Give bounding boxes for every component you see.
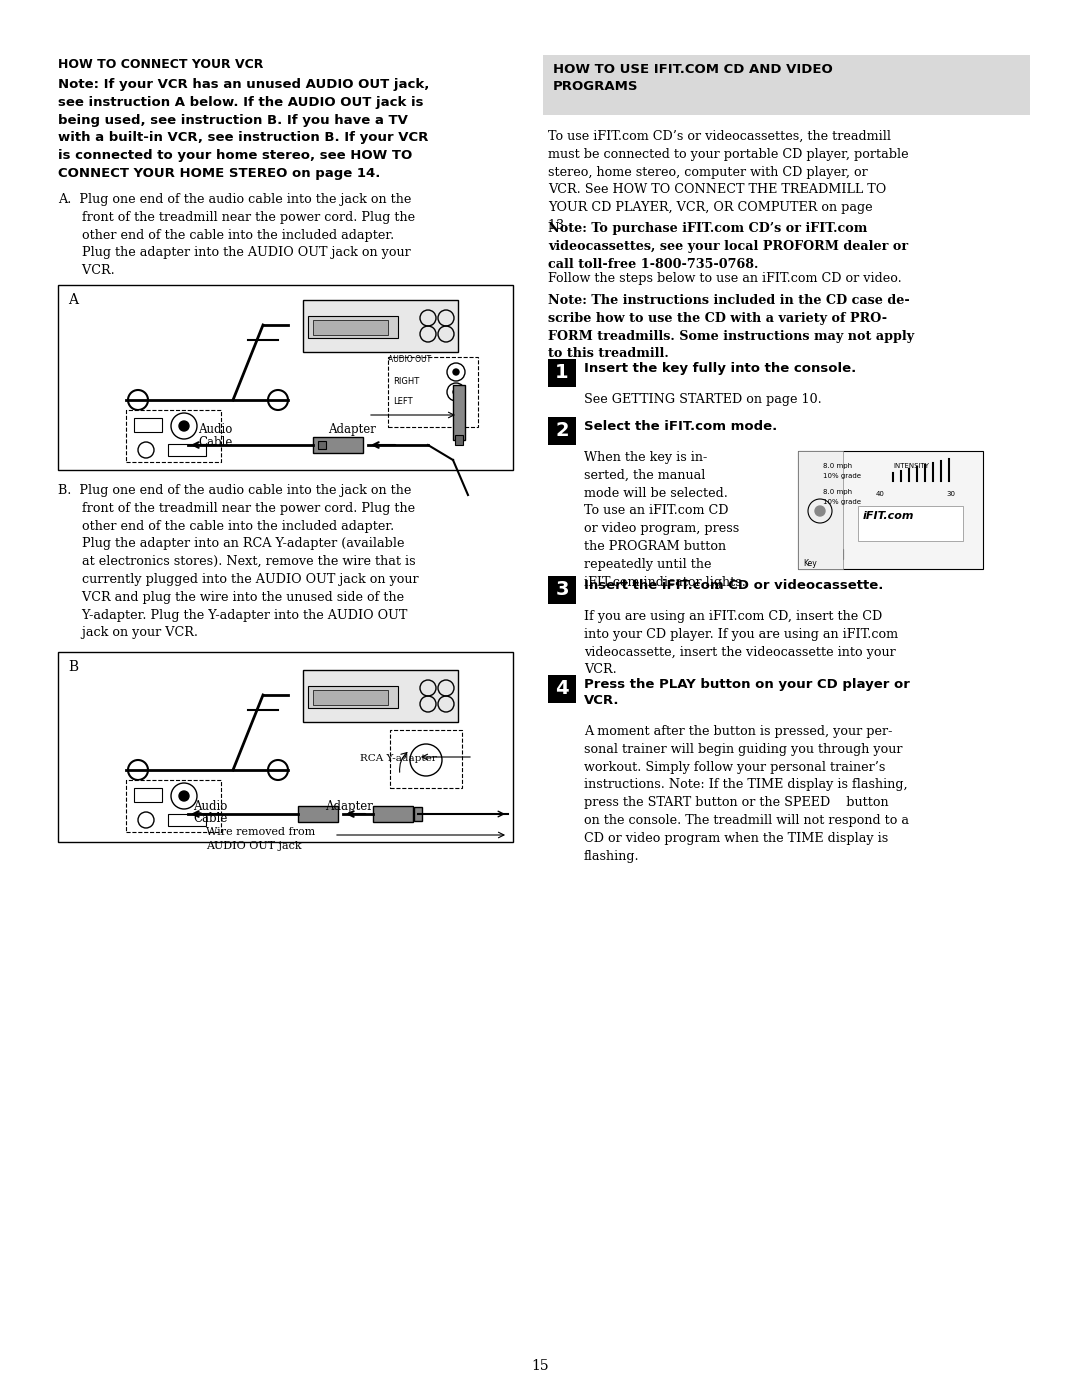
- Text: Audio: Audio: [193, 800, 228, 813]
- Text: Insert the key fully into the console.: Insert the key fully into the console.: [584, 362, 856, 374]
- Text: Follow the steps below to use an iFIT.com CD or video.: Follow the steps below to use an iFIT.co…: [548, 272, 902, 285]
- Bar: [414, 807, 422, 821]
- Text: A moment after the button is pressed, your per-
sonal trainer will begin guiding: A moment after the button is pressed, yo…: [584, 725, 909, 862]
- Text: See GETTING STARTED on page 10.: See GETTING STARTED on page 10.: [584, 393, 822, 407]
- Text: 40: 40: [876, 490, 885, 497]
- Text: 30: 30: [946, 490, 955, 497]
- Bar: [303, 671, 458, 722]
- Circle shape: [453, 369, 459, 374]
- Bar: [548, 416, 576, 446]
- Text: 8.0 mph: 8.0 mph: [823, 489, 852, 495]
- Text: RCA Y-adapter: RCA Y-adapter: [360, 754, 436, 763]
- Text: 10% grade: 10% grade: [823, 499, 861, 504]
- Text: When the key is in-
serted, the manual
mode will be selected.
To use an iFIT.com: When the key is in- serted, the manual m…: [584, 451, 746, 588]
- Text: Wire removed from: Wire removed from: [206, 827, 315, 837]
- Bar: [823, 549, 843, 559]
- Bar: [168, 444, 206, 455]
- Bar: [858, 506, 963, 541]
- Circle shape: [179, 420, 189, 432]
- Text: Audio: Audio: [198, 423, 232, 436]
- Bar: [548, 576, 576, 604]
- Bar: [308, 686, 399, 708]
- Bar: [298, 806, 338, 821]
- Bar: [798, 451, 843, 569]
- Text: If you are using an iFIT.com CD, insert the CD
into your CD player. If you are u: If you are using an iFIT.com CD, insert …: [584, 610, 899, 676]
- Bar: [548, 675, 576, 703]
- Text: Note: To purchase iFIT.com CD’s or iFIT.com
videocassettes, see your local PROFO: Note: To purchase iFIT.com CD’s or iFIT.…: [548, 222, 908, 271]
- Text: LEFT: LEFT: [393, 397, 413, 407]
- Text: 2: 2: [555, 420, 569, 440]
- Text: 4: 4: [555, 679, 569, 698]
- Text: A.  Plug one end of the audio cable into the jack on the
      front of the trea: A. Plug one end of the audio cable into …: [58, 193, 415, 277]
- Text: A: A: [68, 293, 78, 307]
- Bar: [543, 54, 1030, 115]
- Text: Select the iFIT.com mode.: Select the iFIT.com mode.: [584, 420, 778, 433]
- Bar: [134, 788, 162, 802]
- Text: To use iFIT.com CD’s or videocassettes, the treadmill
must be connected to your : To use iFIT.com CD’s or videocassettes, …: [548, 130, 908, 232]
- Text: AUDIO OUT jack: AUDIO OUT jack: [206, 841, 301, 851]
- Circle shape: [453, 388, 459, 395]
- Text: INTENSITY: INTENSITY: [893, 462, 929, 469]
- Text: Adapter: Adapter: [325, 800, 373, 813]
- Bar: [58, 652, 513, 842]
- Text: Note: If your VCR has an unused AUDIO OUT jack,
see instruction A below. If the : Note: If your VCR has an unused AUDIO OU…: [58, 78, 430, 180]
- Text: HOW TO CONNECT YOUR VCR: HOW TO CONNECT YOUR VCR: [58, 59, 264, 71]
- Bar: [798, 451, 983, 569]
- Text: Note: The instructions included in the CD case de-
scribe how to use the CD with: Note: The instructions included in the C…: [548, 293, 914, 360]
- Text: Cable: Cable: [193, 812, 228, 826]
- Text: HOW TO USE IFIT.COM CD AND VIDEO
PROGRAMS: HOW TO USE IFIT.COM CD AND VIDEO PROGRAM…: [553, 63, 833, 92]
- Text: iFIT.com: iFIT.com: [863, 511, 915, 521]
- Text: B.  Plug one end of the audio cable into the jack on the
      front of the trea: B. Plug one end of the audio cable into …: [58, 483, 419, 640]
- Bar: [318, 441, 326, 448]
- Bar: [313, 437, 363, 453]
- Text: Adapter: Adapter: [328, 423, 376, 436]
- Bar: [303, 300, 458, 352]
- Text: 10% grade: 10% grade: [823, 474, 861, 479]
- Bar: [373, 806, 413, 821]
- Bar: [168, 814, 206, 826]
- Circle shape: [179, 791, 189, 800]
- Text: RIGHT: RIGHT: [393, 377, 419, 386]
- Text: Cable: Cable: [198, 436, 232, 448]
- Text: Insert the iFIT.com CD or videocassette.: Insert the iFIT.com CD or videocassette.: [584, 578, 883, 592]
- Bar: [313, 690, 388, 705]
- FancyBboxPatch shape: [388, 358, 478, 427]
- FancyBboxPatch shape: [126, 409, 221, 462]
- Text: Press the PLAY button on your CD player or
VCR.: Press the PLAY button on your CD player …: [584, 678, 909, 707]
- Bar: [548, 359, 576, 387]
- Text: B: B: [68, 659, 78, 673]
- Bar: [453, 386, 465, 440]
- Text: 8.0 mph: 8.0 mph: [823, 462, 852, 469]
- Bar: [313, 320, 388, 335]
- Bar: [455, 434, 463, 446]
- Bar: [134, 418, 162, 432]
- Text: Key: Key: [804, 559, 816, 569]
- Text: 15: 15: [531, 1359, 549, 1373]
- Text: 3: 3: [555, 580, 569, 599]
- Bar: [58, 285, 513, 469]
- FancyBboxPatch shape: [126, 780, 221, 833]
- Text: AUDIO OUT: AUDIO OUT: [388, 355, 431, 365]
- FancyBboxPatch shape: [390, 731, 462, 788]
- Circle shape: [815, 506, 825, 515]
- Text: 1: 1: [555, 363, 569, 381]
- Bar: [308, 316, 399, 338]
